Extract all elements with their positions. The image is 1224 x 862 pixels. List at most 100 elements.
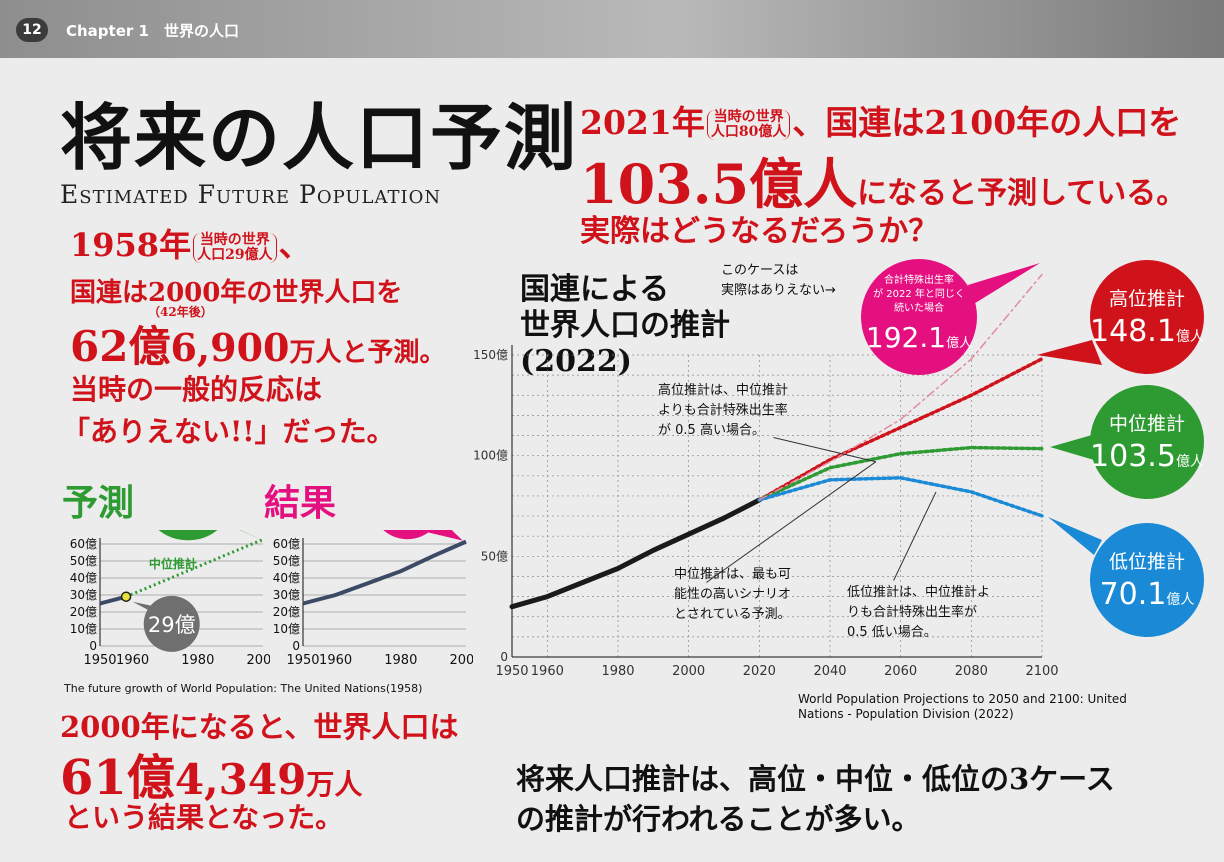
start-bubble (143, 595, 200, 652)
high-bubble-value: 148.1 (1090, 314, 1176, 349)
high-annotation-pointer (773, 437, 877, 463)
left-text-reaction: 当時の一般的反応は (70, 373, 323, 406)
y-tick-label: 20億 (70, 605, 97, 619)
x-tick-label: 1960 (116, 653, 149, 668)
end-bubble-tail (239, 530, 263, 541)
mid-bubble-value-text: 103.5億人 (1090, 439, 1204, 474)
series-constant-line (758, 273, 1043, 501)
chart-result-title: 結果 (264, 482, 337, 524)
x-tick-label: 2000 (246, 653, 270, 668)
y-tick-label: 50億 (70, 554, 97, 568)
high-bubble-tail (1037, 340, 1102, 365)
y-tick-label: 40億 (70, 571, 97, 585)
mid-bubble-value: 103.5 (1090, 439, 1176, 474)
bottom-left-line-3: という結果となった。 (64, 801, 344, 834)
mid-note-line: 中位推計は、最も可 (674, 566, 791, 582)
low-annotation-pointer (893, 491, 937, 581)
x-tick-label: 2100 (1025, 664, 1058, 679)
series-label: 中位推計 (149, 556, 197, 571)
y-tick-label: 50億 (481, 549, 508, 563)
mid-bubble (1090, 385, 1204, 499)
mid-bubble-tail (1050, 435, 1094, 460)
headline-line-3: 実際はどうなるだろうか？ (580, 214, 939, 249)
low-bubble-value: 70.1 (1100, 577, 1167, 612)
main-chart-title-1: 国連による (520, 272, 670, 307)
headline-line-1: 2021年 当時の世界 人口80億人 、国連は2100年の人口を (580, 103, 1182, 142)
y-tick-label: 10億 (70, 622, 97, 636)
chapter-title: Chapter 1 世界の人口 (66, 22, 239, 40)
high-bubble (1090, 260, 1204, 374)
y-tick-label: 50億 (273, 554, 300, 568)
left-text-quote: 「ありえない!!」だった。 (62, 415, 395, 448)
constant-bubble-value: 192.1 (866, 321, 946, 354)
mid-bubble-unit: 億人 (1176, 454, 1204, 470)
main-chart-title-2: 世界人口の推計 (520, 308, 730, 343)
bottom-left-line-1: 2000年になると、世界人口は (60, 710, 459, 744)
high-bubble-unit: 億人 (1176, 329, 1204, 345)
y-tick-label: 10億 (273, 622, 300, 636)
mid-annotation-pointer (706, 461, 877, 583)
x-tick-label: 2000 (449, 653, 473, 668)
low-note-line: りも合計特殊出生率が (847, 604, 977, 620)
low-note-line: 0.5 低い場合。 (847, 625, 937, 640)
y-tick-label: 60億 (70, 537, 97, 551)
y-tick-label: 60億 (273, 537, 300, 551)
bottom-right-line-2: の推計が行われることが多い。 (516, 802, 921, 836)
constant-bubble-unit: 億人 (946, 335, 972, 351)
main-chart-title: 国連による 世界人口の推計 (2022) (520, 272, 730, 380)
constant-bubble-tail (968, 263, 1040, 305)
constant-bubble (861, 259, 977, 375)
page-subtitle: Estimated Future Population (60, 180, 442, 209)
case-note-line: このケースは (721, 263, 798, 278)
bottom-left-line-2: 61億4,349万人 (60, 750, 363, 806)
mid-note-line: 能性の高いシナリオ (674, 586, 791, 602)
y-tick-label: 40億 (273, 571, 300, 585)
constant-bubble-value-text: 192.1億人 (866, 321, 972, 354)
x-tick-label: 2000 (672, 664, 705, 679)
low-bubble-unit: 億人 (1166, 592, 1194, 608)
page-title: 将来の人口予測 (60, 95, 579, 180)
series-actual-line (509, 497, 762, 610)
series-mid-line (757, 445, 1044, 502)
page-number: 12 (16, 18, 48, 42)
start-point (120, 591, 132, 602)
mid-bubble-name: 中位推計 (1109, 413, 1185, 435)
left-text-1958: 1958年 当時の世界 人口29億人、 (70, 226, 311, 264)
x-tick-label: 1980 (384, 653, 417, 668)
x-tick-label: 1960 (319, 653, 352, 668)
chart-result-source: The future growth of World Population: T… (64, 682, 423, 695)
mid-note-line: とされている予測。 (674, 607, 791, 622)
main-chart-title-3: (2022) (520, 344, 632, 379)
y-tick-label: 30億 (273, 588, 300, 602)
high-bubble-name: 高位推計 (1109, 288, 1185, 310)
case-note-line: 実際はありえない→ (721, 282, 836, 298)
end-bubble (158, 530, 218, 541)
y-tick-label: 100億 (473, 449, 508, 463)
low-bubble-tail (1048, 517, 1102, 555)
low-note-line: 低位推計は、中位推計よ (847, 584, 990, 600)
x-tick-label: 2080 (955, 664, 988, 679)
low-bubble-name: 低位推計 (1109, 551, 1185, 573)
low-bubble (1090, 523, 1204, 637)
left-text-note: （42年後） (148, 305, 213, 319)
y-tick-label: 0 (500, 650, 508, 664)
chart-prediction-title: 予測 (62, 482, 135, 524)
constant-bubble-line-2: が 2022 年と同じく (873, 287, 965, 300)
high-note-line: よりも合計特殊出生率 (658, 402, 788, 418)
y-tick-label: 0 (89, 639, 97, 653)
y-tick-label: 20億 (273, 605, 300, 619)
x-tick-label: 2020 (743, 664, 776, 679)
y-tick-label: 30億 (70, 588, 97, 602)
y-tick-label: 0 (292, 639, 300, 653)
left-text-un: 国連は2000年の世界人口を (70, 278, 403, 308)
low-bubble-value-text: 70.1億人 (1100, 577, 1195, 612)
series-result-line (302, 539, 467, 606)
series-low-line (757, 476, 1044, 518)
series-high-line (757, 357, 1044, 502)
page-header (0, 0, 1224, 58)
start-bubble-label: 29億 (148, 613, 196, 637)
chart-result: 60億50億40億30億20億10億0195019601980200061.4億 (273, 530, 473, 668)
bottom-right-line-1: 将来人口推計は、高位・中位・低位の3ケース (516, 762, 1115, 796)
